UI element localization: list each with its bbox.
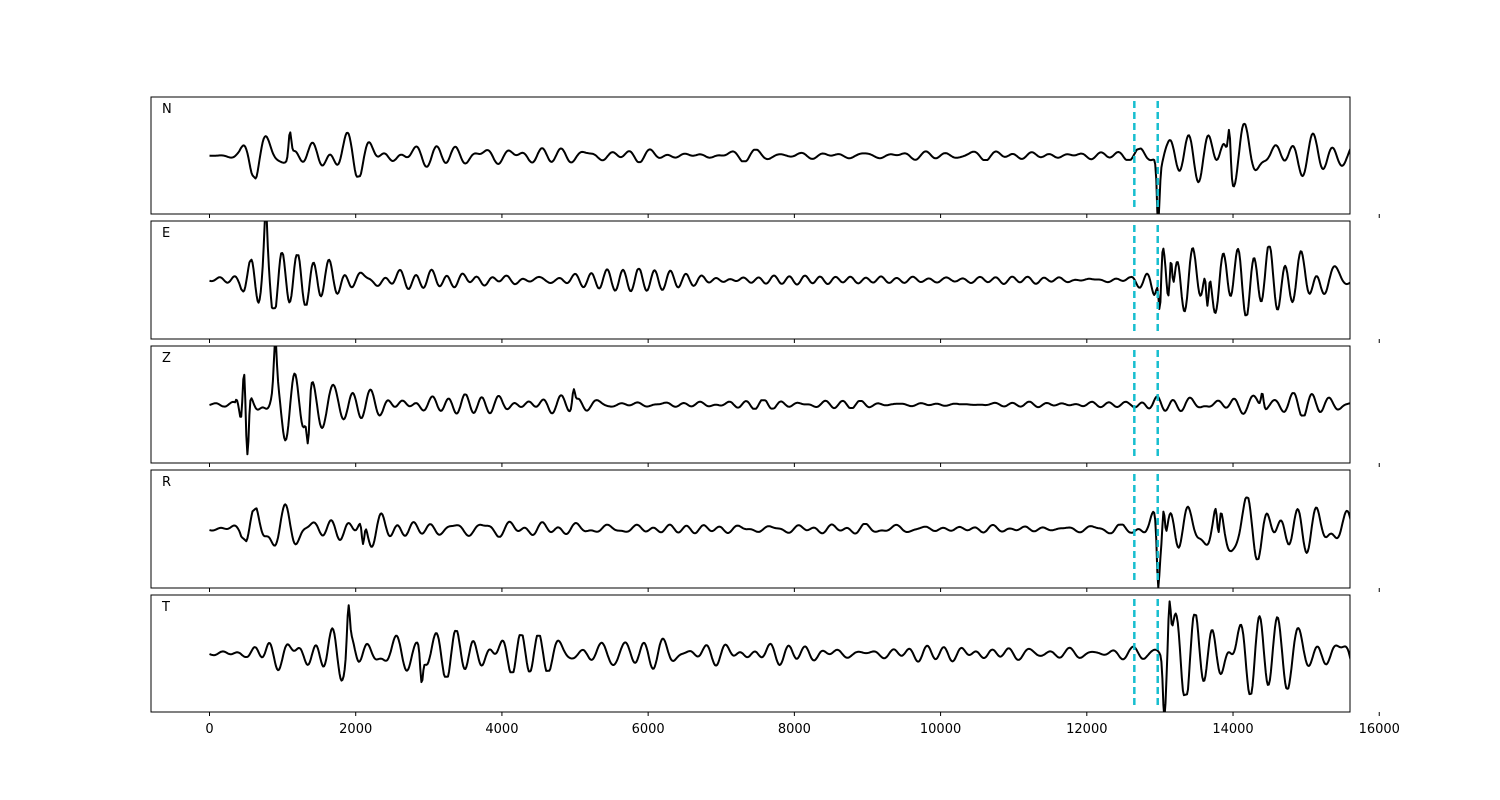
- x-tick-label: 16000: [1359, 722, 1400, 737]
- x-tick-label: 0: [205, 722, 213, 737]
- trace-t: [209, 600, 1350, 712]
- panel-label: T: [161, 600, 170, 615]
- x-tick-label: 6000: [632, 722, 665, 737]
- panel-frame: [150, 345, 1351, 464]
- panel-r: R: [150, 469, 1380, 592]
- trace-r: [209, 496, 1350, 588]
- panel-t: T: [150, 594, 1380, 716]
- panel-label: E: [162, 226, 170, 241]
- panel-z: Z: [150, 345, 1380, 467]
- trace-n: [209, 122, 1350, 214]
- x-tick-label: 14000: [1212, 722, 1253, 737]
- x-tick-label: 10000: [920, 722, 961, 737]
- panel-frame: [150, 96, 1351, 215]
- panel-label: Z: [162, 351, 171, 366]
- panel-frame: [150, 220, 1351, 340]
- panel-n: N: [150, 96, 1380, 218]
- trace-z: [209, 346, 1350, 456]
- panel-frame: [150, 594, 1351, 713]
- x-tick-label: 12000: [1066, 722, 1107, 737]
- x-tick-label: 2000: [339, 722, 372, 737]
- panel-label: R: [162, 475, 171, 490]
- panel-frame: [150, 469, 1351, 589]
- x-tick-label: 4000: [485, 722, 518, 737]
- x-tick-label: 8000: [778, 722, 811, 737]
- panel-label: N: [162, 102, 172, 117]
- panel-e: E: [150, 220, 1380, 343]
- trace-e: [209, 221, 1350, 317]
